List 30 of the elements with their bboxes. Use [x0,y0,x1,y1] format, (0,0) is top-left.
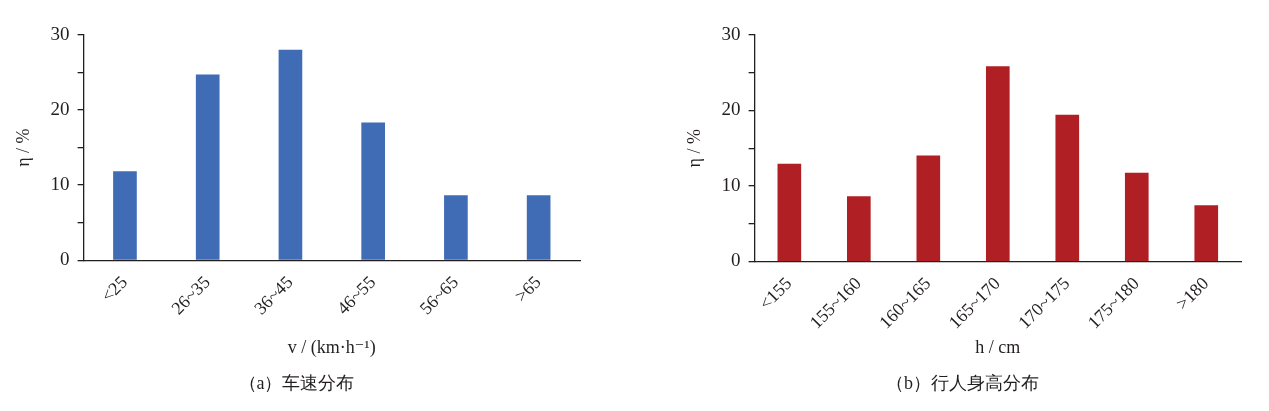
y-axis-title: η / % [12,128,33,167]
bar [916,155,941,262]
bar [1055,114,1080,262]
bar [361,122,385,260]
bar [278,49,303,260]
bar [195,74,220,260]
y-tick-label: 30 [721,22,741,44]
x-axis-title: v / (km·h⁻¹) [287,337,376,359]
bar [777,163,802,262]
y-tick-label: 10 [721,173,741,195]
x-axis-title: h / cm [975,337,1021,358]
text: （b）行人身高分布 [886,372,1039,393]
x-tick-label: >65 [510,271,545,306]
bar [985,66,1010,262]
y-tick-label: 0 [60,248,70,270]
x-tick-label: <25 [97,271,132,306]
y-tick-label: 20 [50,98,70,120]
y-tick-label: 30 [50,22,70,44]
y-tick-label: 20 [721,98,741,120]
bar [847,196,871,262]
x-tick-label: <155 [755,273,796,314]
bar [1194,205,1219,262]
y-axis-title: η / % [683,129,704,168]
bar [1124,172,1149,262]
y-tick-label: 10 [50,173,70,195]
bar [444,195,468,260]
text: （a）车速分布 [238,372,355,393]
bar [526,195,551,260]
bar [113,171,137,260]
y-tick-label: 0 [731,249,741,271]
